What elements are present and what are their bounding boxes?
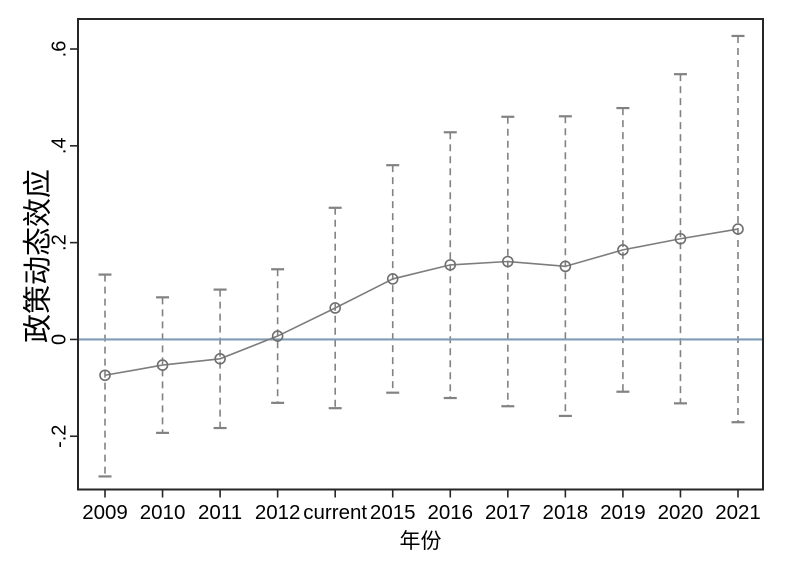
data-point-marker	[386, 273, 399, 285]
data-point-marker	[674, 232, 687, 245]
x-tick-label: 2020	[658, 501, 704, 524]
plot-frame	[77, 18, 764, 491]
data-point-marker	[559, 260, 572, 273]
data-point-marker	[732, 223, 744, 235]
data-point-marker	[214, 353, 226, 365]
x-tick-label: 2019	[600, 501, 646, 524]
y-tick-label: .4	[48, 137, 70, 154]
x-tick-label: 2011	[198, 501, 242, 524]
data-point-marker	[617, 244, 629, 256]
data-point-marker	[329, 302, 341, 314]
x-tick-label: current	[303, 501, 367, 524]
y-axis-label: 政策动态效应	[22, 169, 55, 343]
y-tick-label: .6	[48, 41, 70, 58]
x-tick-label: 2018	[543, 501, 589, 524]
x-tick-label: 2009	[82, 501, 128, 524]
data-point-marker	[271, 330, 284, 342]
data-point-marker	[156, 359, 169, 371]
x-tick-label: 2021	[715, 501, 761, 524]
y-tick-label: .2	[48, 234, 70, 251]
y-tick-label: -.2	[48, 425, 70, 448]
x-tick-label: 2017	[485, 501, 531, 524]
x-tick-label: 2010	[140, 501, 186, 524]
data-point-marker	[444, 259, 457, 271]
series-line	[104, 228, 739, 377]
x-tick-label: 2012	[255, 501, 301, 524]
x-tick-label: 2016	[427, 501, 473, 524]
y-tick-label: 0	[48, 334, 70, 345]
x-axis-label: 年份	[400, 530, 442, 553]
data-point-marker	[99, 369, 111, 382]
x-tick-label: 2015	[370, 501, 416, 524]
data-point-marker	[502, 255, 514, 268]
